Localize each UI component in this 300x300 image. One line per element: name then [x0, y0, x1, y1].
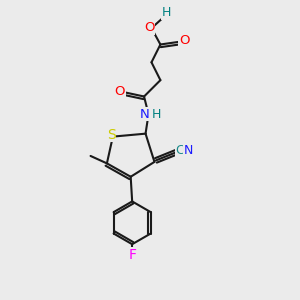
Text: H: H — [162, 6, 171, 19]
Text: O: O — [114, 85, 125, 98]
Text: H: H — [152, 108, 161, 121]
Text: N: N — [140, 108, 150, 121]
Text: N: N — [184, 144, 193, 157]
Text: O: O — [144, 21, 155, 34]
Text: C: C — [176, 144, 184, 157]
Text: F: F — [128, 248, 136, 262]
Text: S: S — [107, 128, 116, 142]
Text: O: O — [179, 34, 189, 46]
